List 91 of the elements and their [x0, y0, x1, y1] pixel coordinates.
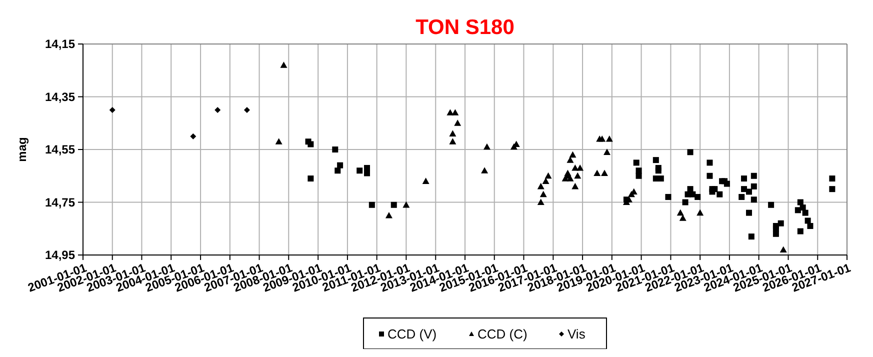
point [598, 135, 606, 142]
point [566, 156, 574, 163]
point [802, 210, 808, 216]
point [768, 202, 774, 208]
point [636, 168, 642, 174]
point [696, 209, 704, 216]
point [804, 218, 811, 224]
point [594, 170, 601, 176]
point [772, 222, 779, 229]
point [214, 106, 221, 113]
legend-label: CCD (V) [388, 326, 437, 342]
point [537, 198, 544, 206]
chart-title: TON S180 [416, 16, 514, 39]
point [601, 170, 608, 176]
point [544, 172, 552, 179]
point [807, 222, 814, 229]
point [572, 164, 579, 171]
point [385, 212, 392, 218]
point [780, 246, 787, 253]
legend-label: Vis [568, 326, 586, 342]
y-axis-title: mag [15, 137, 29, 162]
point [746, 210, 752, 216]
point [569, 151, 576, 158]
point [750, 196, 757, 203]
point [334, 168, 341, 174]
point [694, 194, 701, 200]
point [772, 230, 779, 237]
point [572, 182, 579, 190]
point [633, 160, 640, 166]
point [679, 214, 686, 221]
y-tick-label: 14,95 [44, 248, 76, 262]
point [682, 199, 688, 206]
point [275, 138, 282, 144]
point [364, 170, 370, 176]
point [542, 178, 550, 184]
point [368, 202, 375, 208]
point [356, 168, 363, 174]
point [606, 135, 613, 142]
point [449, 138, 456, 144]
point [422, 178, 430, 184]
point [741, 176, 748, 182]
point [332, 146, 338, 152]
point [741, 186, 748, 192]
point [454, 120, 462, 126]
point [709, 188, 716, 195]
y-tick-label: 14,35 [44, 90, 76, 104]
point [676, 209, 684, 216]
y-tick-label: 14,15 [44, 37, 76, 52]
point [481, 167, 488, 174]
point [750, 172, 757, 179]
y-tick-label: 14,55 [44, 142, 76, 157]
point [452, 109, 459, 116]
point [724, 180, 730, 187]
point [308, 176, 314, 182]
point [748, 234, 754, 240]
point [687, 149, 694, 156]
point [390, 202, 397, 208]
point [797, 228, 804, 234]
point [483, 143, 490, 150]
point [738, 194, 745, 200]
point [706, 160, 713, 166]
point [655, 168, 662, 174]
point [829, 186, 836, 192]
point [750, 183, 757, 190]
point [746, 188, 752, 195]
point [797, 199, 804, 206]
point [778, 220, 784, 226]
point [665, 194, 672, 200]
point [337, 162, 344, 168]
point [109, 106, 116, 113]
y-tick-label: 14,75 [44, 195, 76, 210]
point [706, 172, 713, 179]
point [652, 157, 659, 164]
legend-label: CCD (C) [478, 326, 528, 342]
point [449, 130, 456, 136]
point [604, 148, 611, 155]
point [402, 201, 410, 208]
point [446, 109, 454, 116]
point [280, 62, 288, 68]
point [658, 176, 664, 182]
point [190, 133, 196, 140]
point [636, 172, 642, 179]
point [574, 172, 582, 179]
point [576, 164, 584, 171]
point [829, 176, 836, 182]
point [308, 141, 314, 148]
point [244, 106, 250, 113]
point [537, 182, 544, 190]
point [716, 191, 723, 198]
point [794, 207, 801, 214]
point [540, 190, 547, 198]
